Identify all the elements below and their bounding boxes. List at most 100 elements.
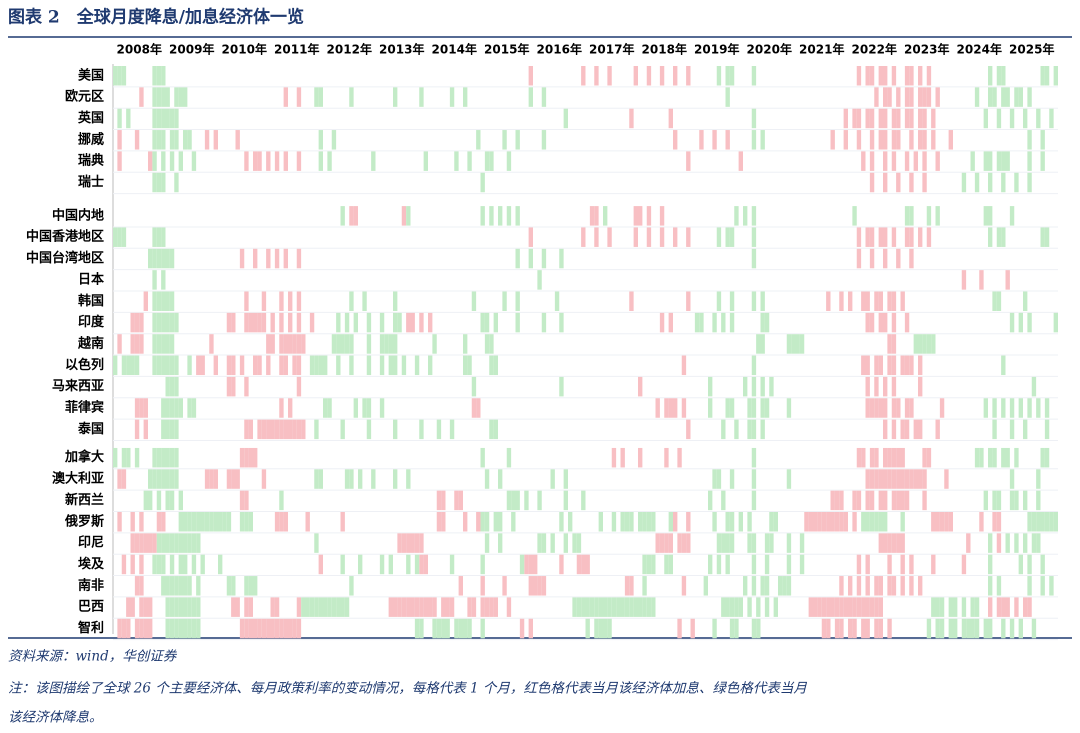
hike-cell <box>909 355 914 376</box>
cut-cell <box>511 490 516 511</box>
hike-cell <box>935 87 940 107</box>
cut-cell <box>764 554 770 575</box>
hike-cell <box>869 248 875 269</box>
hike-cell <box>283 355 288 376</box>
hike-cell <box>270 334 275 354</box>
hike-cell <box>410 312 415 333</box>
hike-cell <box>257 151 262 171</box>
hike-cell <box>659 312 665 333</box>
hike-cell <box>248 419 253 440</box>
hike-cell <box>935 512 940 532</box>
cut-cell <box>992 490 997 511</box>
source-note: 资料来源：wind，华创证券 <box>8 649 178 665</box>
cut-cell <box>563 469 568 489</box>
hike-cell <box>659 227 665 247</box>
cut-cell <box>314 533 319 553</box>
cut-cell <box>432 618 437 639</box>
hike-cell <box>887 576 892 596</box>
hike-cell <box>904 312 910 333</box>
hike-cell <box>856 66 862 86</box>
cut-cell <box>336 355 341 376</box>
hike-cell <box>931 512 936 532</box>
cut-cell <box>725 533 730 553</box>
cut-cell <box>738 512 743 532</box>
cut-cell <box>489 151 494 171</box>
cut-cell <box>874 512 879 532</box>
cut-cell <box>1014 447 1019 468</box>
cut-cell <box>178 490 183 511</box>
hike-cell <box>883 490 888 511</box>
cut-cell <box>191 533 197 553</box>
cut-cell <box>1031 618 1037 639</box>
cut-cell <box>620 597 625 617</box>
hike-cell <box>865 469 870 489</box>
cut-cell <box>1036 398 1041 418</box>
hike-cell <box>883 312 888 333</box>
cut-cell <box>484 533 490 553</box>
cut-cell <box>161 312 166 333</box>
cut-cell <box>559 512 564 532</box>
x-tick-label: 2010年 <box>222 42 267 57</box>
hike-cell <box>589 206 595 226</box>
cut-cell <box>397 312 402 333</box>
hike-cell <box>874 398 879 418</box>
cut-cell <box>970 618 975 639</box>
cut-cell <box>323 355 328 376</box>
cut-cell <box>152 248 157 269</box>
cut-cell <box>1018 618 1023 639</box>
hike-cell <box>673 512 678 532</box>
hike-cell <box>830 130 835 150</box>
cut-cell <box>760 376 765 397</box>
hike-cell <box>909 469 914 489</box>
hike-cell <box>629 108 634 129</box>
cut-cell <box>1001 398 1006 418</box>
cut-cell <box>187 130 192 150</box>
hike-cell <box>856 130 862 150</box>
cut-cell <box>1036 469 1041 489</box>
cut-cell <box>725 66 730 86</box>
row-label: 埃及 <box>78 556 105 572</box>
hike-cell <box>869 227 875 247</box>
cut-cell <box>515 312 520 333</box>
hike-cell <box>677 618 682 639</box>
hike-cell <box>288 334 293 354</box>
hike-cell <box>918 576 923 596</box>
cut-cell <box>169 576 175 596</box>
hike-cell <box>134 576 140 596</box>
cut-cell <box>974 618 980 639</box>
cut-cell <box>174 312 179 333</box>
hike-cell <box>432 597 437 617</box>
hike-cell <box>231 469 236 489</box>
cut-cell <box>931 597 936 617</box>
cut-cell <box>1036 533 1041 553</box>
hike-cell <box>244 376 249 397</box>
hike-cell <box>843 597 848 617</box>
hike-cell <box>152 533 157 553</box>
hike-cell <box>594 66 599 86</box>
cut-cell <box>200 554 205 575</box>
hike-cell <box>869 66 875 86</box>
cut-cell <box>712 618 717 639</box>
cut-cell <box>174 172 179 193</box>
cut-cell <box>161 419 166 440</box>
hike-cell <box>156 512 162 532</box>
row-label: 加拿大 <box>64 449 104 465</box>
hike-cell <box>834 490 840 511</box>
hike-cell <box>349 206 354 226</box>
cut-cell <box>611 597 617 617</box>
cut-cell <box>751 447 757 468</box>
hike-cell <box>896 130 901 150</box>
hike-cell <box>419 533 424 553</box>
cut-cell <box>393 87 398 107</box>
cut-cell <box>738 597 743 617</box>
hike-cell <box>449 597 455 617</box>
cut-cell <box>113 66 118 86</box>
cut-cell <box>161 533 166 553</box>
hike-cell <box>309 312 315 333</box>
cut-cell <box>449 87 455 107</box>
cut-cell <box>1049 108 1054 129</box>
hike-cell <box>541 576 547 596</box>
hike-cell <box>244 312 249 333</box>
hike-cell <box>909 576 914 596</box>
hike-cell <box>865 227 870 247</box>
